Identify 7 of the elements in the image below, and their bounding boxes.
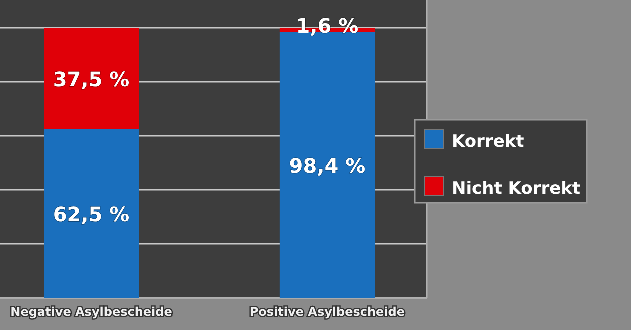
- legend-label: Nicht Korrekt: [452, 179, 581, 199]
- x-tick-label: Negative Asylbescheide: [10, 305, 172, 319]
- data-label: 37,5 %: [53, 68, 130, 92]
- x-tick-label: Positive Asylbescheide: [250, 305, 406, 319]
- legend-label: Korrekt: [452, 132, 524, 152]
- data-label: 62,5 %: [53, 202, 130, 227]
- data-label: 98,4 %: [289, 154, 366, 178]
